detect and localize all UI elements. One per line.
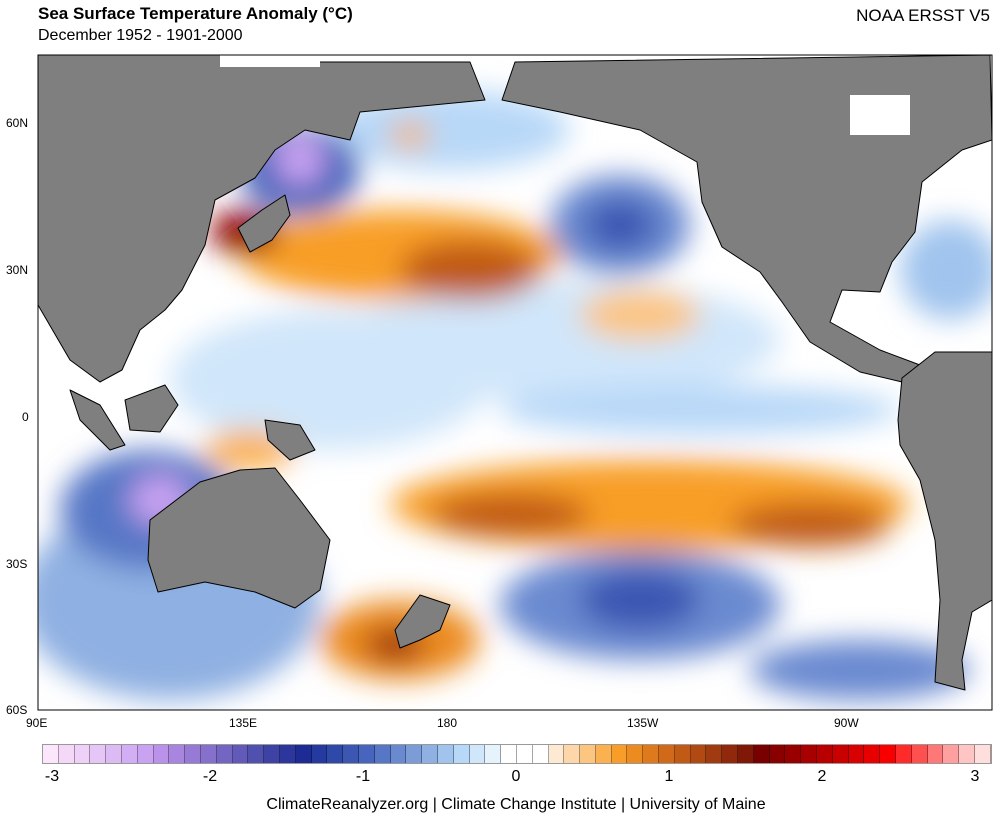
lon-label: 135E: [229, 716, 258, 730]
lon-label: 90W: [834, 716, 859, 730]
land-borneo: [124, 384, 179, 433]
land-sumatra: [69, 389, 126, 451]
colorbar-cell: [769, 745, 786, 763]
land-masses: [38, 55, 992, 691]
colorbar-tick: 3: [970, 768, 980, 785]
lon-label: 135W: [627, 716, 659, 730]
land-australia: [147, 467, 331, 609]
lon-label: 180: [437, 716, 458, 730]
colorbar-cell: [927, 745, 944, 763]
colorbar-cell: [469, 745, 486, 763]
colorbar-cell: [106, 745, 122, 763]
colorbar-cell: [169, 745, 186, 763]
land-new-zealand: [394, 594, 451, 649]
colorbar-cell: [374, 745, 391, 763]
colorbar-cell: [580, 745, 596, 763]
colorbar-cell: [864, 745, 881, 763]
colorbar-cell: [722, 745, 739, 763]
chart-subtitle: December 1952 - 1901-2000: [38, 27, 243, 44]
colorbar-cell: [327, 745, 344, 763]
colorbar-cell: [832, 745, 849, 763]
colorbar-cell: [959, 745, 976, 763]
colorbar-cell: [485, 745, 502, 763]
colorbar-cell: [548, 745, 565, 763]
colorbar-cell: [706, 745, 723, 763]
colorbar-cell: [690, 745, 707, 763]
colorbar-cell: [516, 745, 533, 763]
colorbar-tick: -3: [44, 768, 60, 785]
colorbar-cell: [437, 745, 454, 763]
colorbar-cell: [611, 745, 628, 763]
colorbar-cell: [390, 745, 407, 763]
colorbar-cell: [58, 745, 75, 763]
colorbar-cell: [943, 745, 960, 763]
colorbar-cell: [880, 745, 897, 763]
colorbar-cell: [453, 745, 470, 763]
colorbar-cell: [90, 745, 107, 763]
lat-label: 30S: [6, 557, 28, 571]
colorbar-cell: [975, 745, 991, 763]
colorbar-cell: [200, 745, 217, 763]
colorbar-cell: [643, 745, 660, 763]
land-south-america: [897, 351, 992, 691]
colorbar-cell: [674, 745, 691, 763]
land-new-guinea: [264, 419, 316, 461]
colorbar-cell: [406, 745, 423, 763]
lon-label: 90E: [26, 716, 48, 730]
colorbar-cell: [153, 745, 170, 763]
lat-label: 30N: [6, 263, 29, 277]
colorbar-cell: [659, 745, 675, 763]
colorbar-tick: 2: [817, 768, 827, 785]
colorbar-cell: [264, 745, 280, 763]
lat-label: 0: [22, 410, 29, 424]
colorbar-cell: [738, 745, 754, 763]
colorbar-cell: [848, 745, 865, 763]
colorbar-cell: [74, 745, 91, 763]
lat-label: 60S: [6, 703, 28, 717]
colorbar-cell: [501, 745, 517, 763]
colorbar-cell: [216, 745, 233, 763]
chart-title: Sea Surface Temperature Anomaly (°C): [38, 4, 353, 23]
colorbar-cell: [753, 745, 770, 763]
colorbar-cell: [911, 745, 928, 763]
colorbar-cell: [248, 745, 265, 763]
colorbar-cell: [279, 745, 296, 763]
colorbar-cell: [801, 745, 818, 763]
colorbar-cell: [785, 745, 802, 763]
colorbar-cell: [343, 745, 359, 763]
land-asia: [38, 55, 486, 383]
colorbar-tick: 1: [664, 768, 674, 785]
lat-label: 60N: [6, 116, 29, 130]
land-japan: [237, 194, 291, 253]
colorbar-cell: [595, 745, 612, 763]
colorbar-cell: [43, 745, 59, 763]
dataset-label: NOAA ERSST V5: [856, 6, 990, 25]
colorbar-cell: [422, 745, 438, 763]
colorbar-cell: [137, 745, 154, 763]
credit-line: ClimateReanalyzer.org | Climate Change I…: [266, 796, 766, 813]
colorbar-cell: [532, 745, 549, 763]
colorbar-cell: [896, 745, 912, 763]
colorbar-cell: [185, 745, 201, 763]
colorbar-tick: -1: [355, 768, 371, 785]
colorbar-cell: [121, 745, 138, 763]
colorbar-cell: [232, 745, 249, 763]
colorbar-cell: [358, 745, 375, 763]
colorbar: [42, 744, 992, 764]
colorbar-tick: 0: [511, 768, 521, 785]
missing-data: [220, 55, 910, 135]
colorbar-cell: [295, 745, 312, 763]
colorbar-tick: -2: [202, 768, 218, 785]
colorbar-cell: [311, 745, 328, 763]
colorbar-cell: [817, 745, 833, 763]
colorbar-cell: [627, 745, 644, 763]
colorbar-cell: [564, 745, 581, 763]
